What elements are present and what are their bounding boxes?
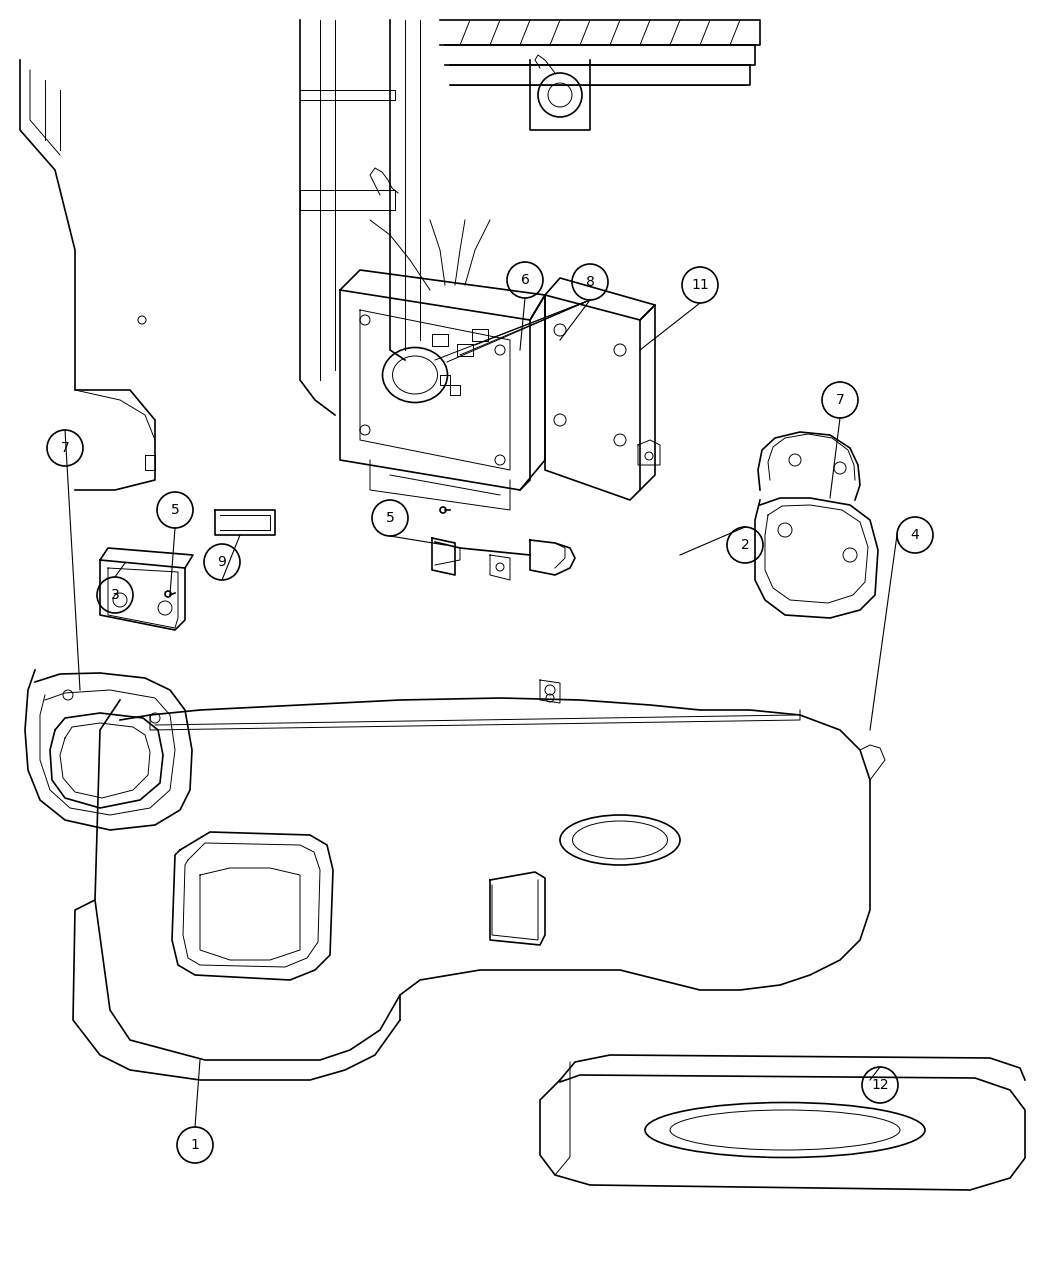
Text: 7: 7 [61, 441, 69, 455]
Text: 6: 6 [521, 273, 529, 287]
Text: 11: 11 [691, 278, 709, 292]
Text: 2: 2 [740, 538, 750, 552]
Text: 8: 8 [586, 275, 594, 289]
Text: 5: 5 [385, 511, 395, 525]
Text: 4: 4 [910, 528, 920, 542]
Text: 7: 7 [836, 393, 844, 407]
Text: 12: 12 [872, 1077, 888, 1091]
Text: 9: 9 [217, 555, 227, 569]
Text: 3: 3 [110, 588, 120, 602]
Text: 1: 1 [190, 1139, 200, 1153]
Text: 5: 5 [170, 504, 180, 516]
